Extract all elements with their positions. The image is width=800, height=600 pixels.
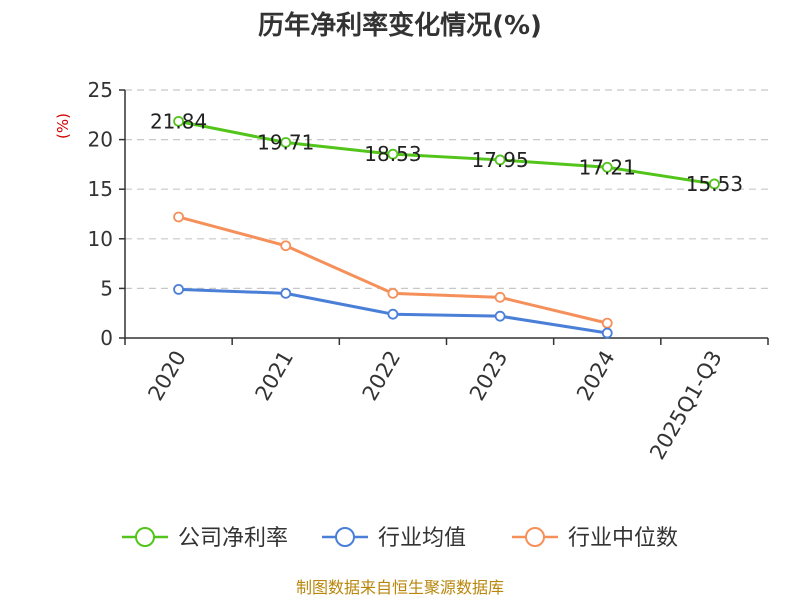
series-line-2 (178, 215, 608, 325)
data-label-2023: 17.95 (471, 148, 528, 172)
axes (119, 89, 769, 345)
series-2-point-2023 (494, 291, 506, 303)
legend-label-1: 行业均值 (378, 526, 466, 551)
series-lines (173, 115, 720, 339)
legend-marker-1 (335, 527, 355, 547)
series-0-point-2021 (280, 137, 292, 148)
x-tick-label-2022: 2022 (358, 347, 406, 405)
series-0-point-2024 (601, 161, 613, 173)
series-2-point-2022 (387, 287, 399, 299)
legend-item-0: 公司净利率 (122, 526, 288, 551)
series-line-0 (178, 119, 715, 186)
series-1-point-2023 (494, 310, 506, 322)
series-2-point-2024 (601, 317, 613, 329)
x-tick-label-2023: 2023 (465, 347, 513, 405)
legend-label-0: 公司净利率 (178, 526, 288, 551)
series-1-point-2020 (173, 283, 184, 295)
series-2-point-2020 (173, 211, 184, 223)
series-2-point-2021 (280, 240, 292, 252)
series-1-point-2022 (387, 308, 399, 320)
x-tick-label-2020: 2020 (143, 347, 191, 405)
data-label-2024: 17.21 (579, 155, 636, 179)
legend-label-2: 行业中位数 (568, 526, 678, 551)
series-1-point-2021 (280, 287, 292, 299)
data-label-2022: 18.53 (364, 142, 421, 166)
legend-marker-0 (135, 527, 155, 547)
data-label-2025Q1-Q3: 15.53 (686, 172, 743, 196)
legend: 公司净利率 行业均值 行业中位数 (122, 526, 678, 551)
y-tick-label-15: 15 (88, 177, 113, 201)
y-tick-label-0: 0 (100, 326, 113, 350)
source-note: 制图数据来自恒生聚源数据库 (296, 578, 504, 597)
series-0-point-2022 (387, 148, 399, 160)
series-0-point-2023 (494, 154, 506, 166)
legend-marker-2 (525, 527, 545, 547)
y-tick-label-5: 5 (100, 276, 113, 300)
series-0-point-2020 (173, 115, 184, 127)
legend-item-2: 行业中位数 (512, 526, 678, 551)
y-tick-label-10: 10 (88, 227, 113, 251)
series-0-point-2025Q1-Q3 (709, 178, 720, 190)
y-axis-unit-label: (%) (54, 113, 72, 139)
y-tick-label-20: 20 (88, 128, 113, 152)
x-tick-label-2025Q1-Q3: 2025Q1-Q3 (645, 347, 727, 464)
legend-item-1: 行业均值 (322, 526, 466, 551)
chart-title: 历年净利率变化情况(%) (258, 10, 542, 41)
y-tick-labels: 0 5 10 15 20 25 (88, 78, 113, 350)
data-label-2021: 19.71 (257, 130, 314, 154)
x-tick-label-2021: 2021 (251, 347, 299, 405)
x-tick-label-2024: 2024 (572, 347, 620, 405)
data-labels: 21.84 19.71 18.53 17.95 17.21 15.53 (150, 109, 743, 196)
y-tick-label-25: 25 (88, 78, 113, 102)
gridlines (125, 89, 768, 289)
x-tick-labels: 2020 2021 2022 2023 2024 2025Q1-Q3 (143, 347, 726, 464)
data-label-2020: 21.84 (150, 109, 207, 133)
series-1-point-2024 (601, 327, 613, 339)
